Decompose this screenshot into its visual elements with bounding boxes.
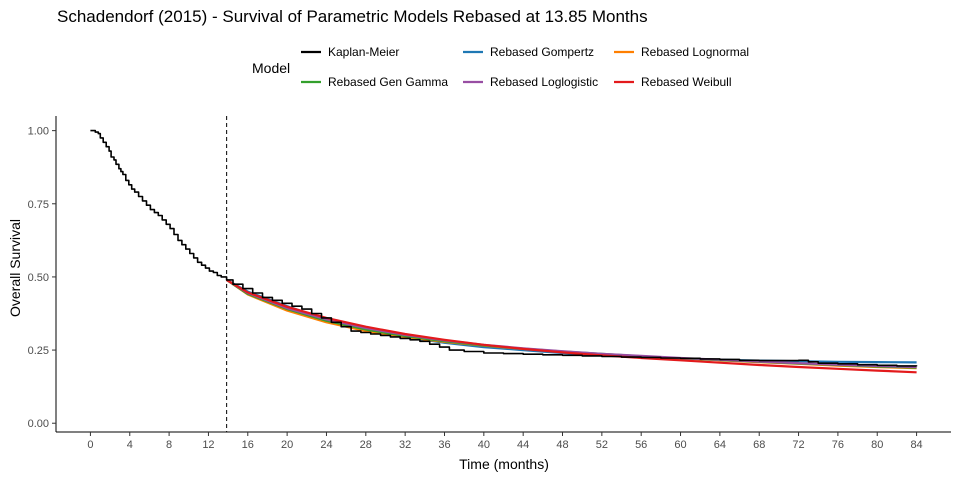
- series-line-rebased-weibull: [226, 278, 917, 374]
- x-tick-label: 80: [871, 439, 883, 451]
- y-tick-label: 0.00: [28, 418, 49, 430]
- x-tick-label: 28: [360, 439, 372, 451]
- legend-title: Model: [252, 60, 290, 76]
- x-tick-label: 56: [635, 439, 647, 451]
- x-tick-label: 0: [87, 439, 93, 451]
- y-tick-label: 1.00: [28, 126, 49, 138]
- x-tick-label: 40: [478, 439, 490, 451]
- y-tick-label: 0.25: [28, 345, 49, 357]
- legend-label-rebased-gen-gamma: Rebased Gen Gamma: [328, 75, 448, 89]
- series-line-rebased-loglogistic: [226, 278, 917, 369]
- y-axis-title: Overall Survival: [7, 219, 23, 317]
- x-tick-label: 84: [910, 439, 922, 451]
- plot-area: 0 4 8 12 16 20 24 28 32 36 40 44 48 52 56 60 64 68 72 76 80 8…: [28, 116, 951, 451]
- x-tick-label: 64: [714, 439, 726, 451]
- x-tick-label: 44: [517, 439, 529, 451]
- x-tick-label: 32: [399, 439, 411, 451]
- legend: Model Kaplan-Meier Rebased Gompertz Rebase…: [252, 45, 749, 89]
- legend-label-rebased-weibull: Rebased Weibull: [641, 75, 732, 89]
- x-tick-label: 48: [556, 439, 568, 451]
- legend-label-rebased-loglogistic: Rebased Loglogistic: [490, 75, 598, 89]
- x-tick-label: 76: [832, 439, 844, 451]
- x-tick-label: 72: [792, 439, 804, 451]
- x-tick-label: 8: [166, 439, 172, 451]
- x-tick-label: 4: [127, 439, 133, 451]
- x-tick-label: 68: [753, 439, 765, 451]
- x-tick-label: 60: [674, 439, 686, 451]
- x-tick-label: 16: [242, 439, 254, 451]
- legend-label-rebased-gompertz: Rebased Gompertz: [490, 45, 594, 59]
- x-tick-label: 12: [202, 439, 214, 451]
- legend-label-rebased-lognormal: Rebased Lognormal: [641, 45, 749, 59]
- series-line-kaplan-meier: [90, 129, 918, 367]
- x-tick-label: 36: [438, 439, 450, 451]
- legend-label-kaplan-meier: Kaplan-Meier: [328, 45, 399, 59]
- y-tick-label: 0.50: [28, 272, 49, 284]
- y-tick-label: 0.75: [28, 199, 49, 211]
- x-tick-label: 52: [596, 439, 608, 451]
- x-axis-title: Time (months): [459, 456, 549, 472]
- chart-title: Schadendorf (2015) - Survival of Paramet…: [57, 7, 648, 26]
- x-tick-label: 24: [320, 439, 332, 451]
- x-tick-label: 20: [281, 439, 293, 451]
